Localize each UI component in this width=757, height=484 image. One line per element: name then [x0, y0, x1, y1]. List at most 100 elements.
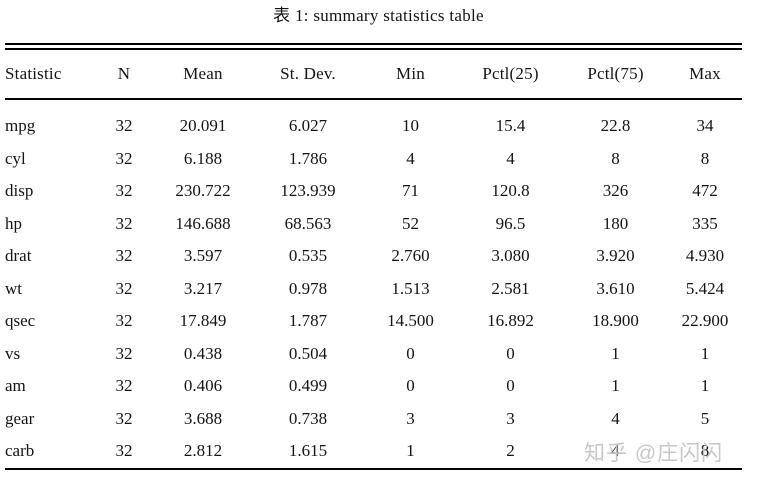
cell-value: 32 [115, 181, 133, 201]
table-row-gear: gear 32 3.688 0.738 3 3 4 5 [5, 403, 742, 436]
cell-value: 4 [506, 148, 515, 168]
column-header-n: N [95, 50, 153, 100]
row-label: qsec [5, 311, 36, 331]
column-header-statistic: Statistic [5, 50, 95, 100]
cell-value: 180 [602, 213, 629, 233]
cell-value: 96.5 [495, 213, 526, 233]
cell-value: 230.722 [175, 181, 231, 201]
cell-value: 32 [115, 116, 133, 136]
column-header-max: Max [668, 50, 742, 100]
table-body: mpg 32 20.091 6.027 10 15.4 22.8 34 cyl 32 6.188 1.… [5, 99, 742, 468]
cell-value: 34 [696, 116, 714, 136]
cell-value: 14.500 [387, 311, 434, 331]
table-row-hp: hp 32 146.688 68.563 52 96.5 180 335 [5, 208, 742, 241]
header-row: Statistic N Mean St. Dev. Min Pctl(25) Pctl(75… [5, 50, 742, 100]
row-label: wt [5, 278, 22, 298]
table-row-am: am 32 0.406 0.499 0 0 1 1 [5, 370, 742, 403]
row-label: am [5, 376, 26, 396]
row-label: vs [5, 343, 21, 363]
cell-value: 120.8 [491, 181, 530, 201]
cell-value: 0.738 [288, 408, 328, 428]
column-header-mean: Mean [153, 50, 253, 100]
column-header-pctl-75: Pctl(75) [563, 50, 668, 100]
cell-value: 472 [692, 181, 718, 201]
cell-value: 326 [602, 181, 629, 201]
cell-value: 4 [406, 148, 415, 168]
table-row-wt: wt 32 3.217 0.978 1.513 2.581 3.610 5.424 [5, 273, 742, 306]
cell-value: 1.787 [288, 311, 328, 331]
cell-value: 335 [692, 213, 718, 233]
column-header-pctl-25: Pctl(25) [458, 50, 563, 100]
cell-value: 32 [115, 376, 133, 396]
cell-value: 68.563 [284, 213, 332, 233]
cell-value: 6.188 [183, 148, 223, 168]
row-label: gear [5, 408, 35, 428]
cell-value: 1 [700, 343, 710, 363]
cell-value: 3.688 [183, 408, 223, 428]
cell-value: 3.920 [596, 246, 635, 266]
cell-value: 3 [506, 408, 515, 428]
cell-value: 17.849 [179, 311, 227, 331]
cell-value: 32 [115, 441, 133, 461]
table-caption: 表 1: summary statistics table [273, 6, 484, 25]
table-row-vs: vs 32 0.438 0.504 0 0 1 1 [5, 338, 742, 371]
row-label: carb [5, 441, 35, 461]
table-row-cyl: cyl 32 6.188 1.786 4 4 8 8 [5, 143, 742, 176]
cell-value: 123.939 [280, 181, 336, 201]
summary-statistics-table: Statistic N Mean St. Dev. Min Pctl(25) Pctl(75… [5, 50, 742, 468]
row-label: disp [5, 181, 34, 201]
top-double-rule [5, 43, 742, 50]
cell-value: 146.688 [175, 213, 231, 233]
cell-value: 10 [402, 116, 419, 136]
cell-value: 0 [406, 343, 415, 363]
cell-value: 32 [115, 246, 133, 266]
cell-value: 32 [115, 343, 133, 363]
cell-value: 52 [402, 213, 419, 233]
cell-value: 0 [506, 376, 515, 396]
cell-value: 32 [115, 278, 133, 298]
table-row-drat: drat 32 3.597 0.535 2.760 3.080 3.920 4.930 [5, 240, 742, 273]
cell-value: 1.513 [391, 278, 430, 298]
cell-value: 0 [406, 376, 415, 396]
cell-value: 2.760 [391, 246, 430, 266]
row-label: hp [5, 213, 22, 233]
cell-value: 0 [506, 343, 515, 363]
cell-value: 32 [115, 213, 133, 233]
cell-value: 32 [115, 408, 133, 428]
cell-value: 5 [700, 408, 710, 428]
cell-value: 3 [406, 408, 415, 428]
cell-value: 3.217 [183, 278, 223, 298]
cell-value: 20.091 [179, 116, 227, 136]
cell-value: 1 [700, 376, 710, 396]
cell-value: 2.581 [491, 278, 530, 298]
cell-value: 0.406 [183, 376, 223, 396]
row-label: mpg [5, 116, 36, 136]
cell-value: 8 [611, 148, 620, 168]
cell-value: 32 [115, 148, 133, 168]
cell-value: 3.597 [183, 246, 223, 266]
cell-value: 18.900 [592, 311, 639, 331]
cell-value: 8 [700, 441, 710, 461]
cell-value: 1 [611, 343, 620, 363]
bottom-rule [5, 467, 742, 470]
cell-value: 1 [611, 376, 620, 396]
cell-value: 1.615 [288, 441, 328, 461]
cell-value: 3.610 [596, 278, 635, 298]
cell-value: 0.438 [183, 343, 223, 363]
cell-value: 8 [700, 148, 710, 168]
cell-value: 22.8 [600, 116, 631, 136]
cell-value: 0.499 [288, 376, 328, 396]
cell-value: 32 [115, 311, 133, 331]
cell-value: 0.535 [288, 246, 328, 266]
cell-value: 4.930 [685, 246, 725, 266]
cell-value: 4 [611, 441, 620, 461]
cell-value: 22.900 [681, 311, 729, 331]
table-row-disp: disp 32 230.722 123.939 71 120.8 326 472 [5, 175, 742, 208]
row-label: drat [5, 246, 32, 266]
cell-value: 3.080 [491, 246, 530, 266]
cell-value: 16.892 [487, 311, 534, 331]
row-label: cyl [5, 148, 26, 168]
cell-value: 6.027 [288, 116, 328, 136]
cell-value: 15.4 [495, 116, 526, 136]
